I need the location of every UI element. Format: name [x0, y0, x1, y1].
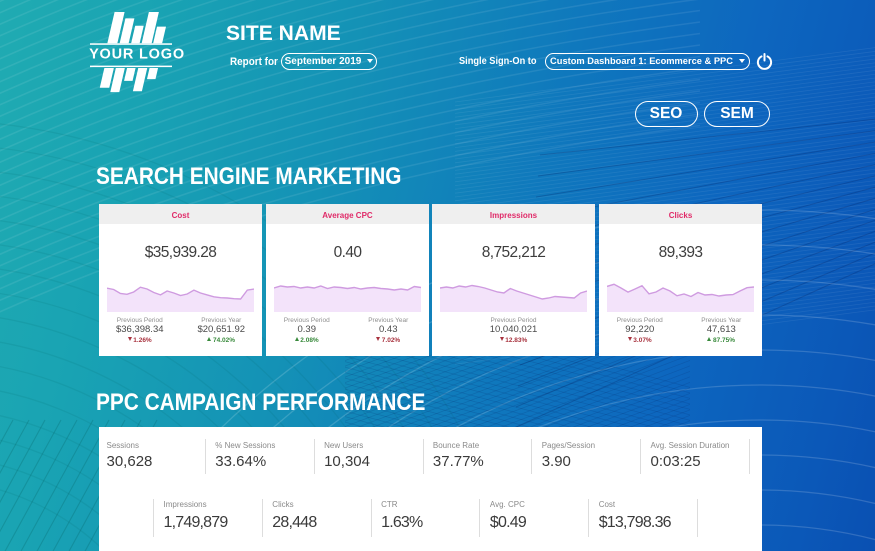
svg-text:YOUR LOGO: YOUR LOGO — [89, 46, 185, 62]
